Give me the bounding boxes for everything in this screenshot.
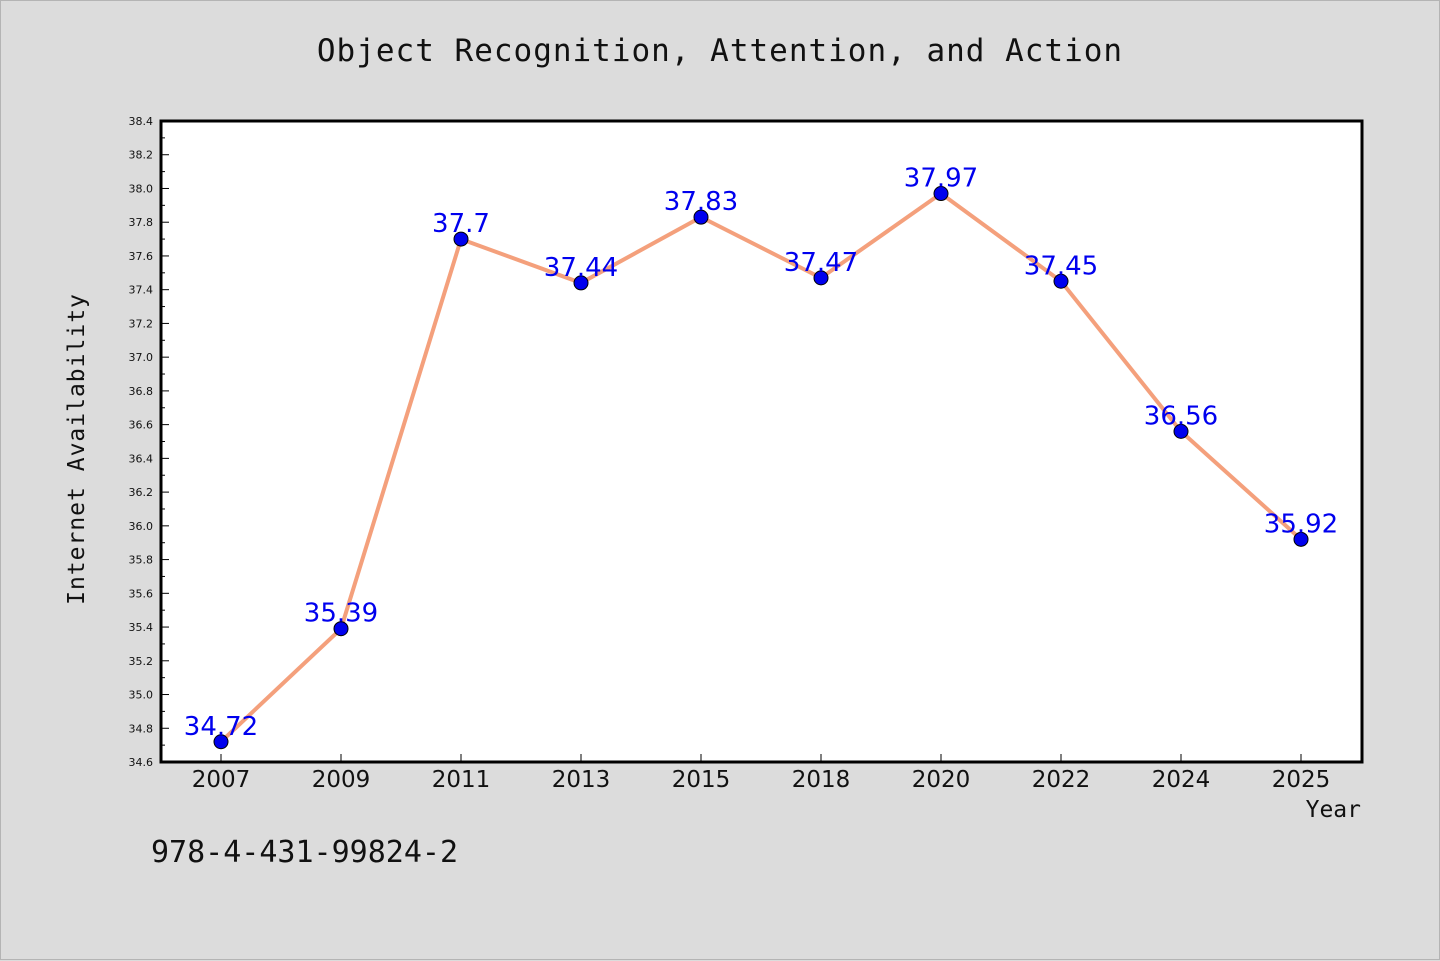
y-tick-label: 38.4 [129,115,154,128]
y-tick-label: 36.2 [129,486,154,499]
x-tick-label: 2011 [432,767,491,793]
y-tick-label: 36.8 [129,385,154,398]
data-label: 35.39 [304,599,378,629]
series-line [219,191,1303,744]
plot-area [161,121,1362,762]
data-point [933,186,949,202]
y-tick-label: 35.0 [129,689,154,702]
y-tick-label: 37.8 [129,216,154,229]
x-tick-label: 2018 [792,767,851,793]
y-tick-label: 35.6 [129,587,154,600]
marker-layer [213,186,1309,750]
data-point [213,734,229,750]
isbn-text: 978-4-431-99824-2 [151,835,459,870]
data-label: 37.44 [544,253,618,283]
y-tick-label: 37.4 [129,284,154,297]
data-point [1053,273,1069,289]
x-tick-label: 2025 [1272,767,1331,793]
data-label: 34.72 [184,712,258,742]
y-tick-label: 35.4 [129,621,154,634]
y-tick-label: 37.6 [129,250,154,263]
x-tick-label: 2007 [192,767,251,793]
x-tick-label: 2024 [1152,767,1211,793]
y-tick-label: 35.8 [129,554,154,567]
x-tick-label: 2022 [1032,767,1091,793]
data-point [813,270,829,286]
data-label: 37.7 [432,209,490,239]
data-label: 37.83 [664,187,738,217]
x-tick-label: 2009 [312,767,371,793]
data-label: 36.56 [1144,401,1218,431]
y-tick-label: 36.6 [129,419,154,432]
data-point [333,621,349,637]
data-point [573,275,589,291]
y-tick-label: 36.0 [129,520,154,533]
y-tick-label: 38.0 [129,182,154,195]
x-axis-label: Year [1305,797,1361,823]
y-tick-label: 34.6 [129,756,154,769]
data-point [453,231,469,247]
data-point [1293,531,1309,547]
y-tick-label: 36.4 [129,452,154,465]
data-label: 37.97 [904,164,978,194]
y-tick-label: 38.2 [129,149,154,162]
series-line-layer [219,191,1303,744]
y-tick-label: 37.2 [129,317,154,330]
data-label: 35.92 [1264,509,1338,539]
data-label: 37.47 [784,248,858,278]
data-point [1173,423,1189,439]
chart-title: Object Recognition, Attention, and Actio… [316,33,1124,69]
y-tick-label: 34.8 [129,722,154,735]
y-tick-label: 37.0 [129,351,154,364]
data-label-layer: 34.72 35.39 37.7 37.44 37.83 37.47 37.97 37.45 3… [184,164,1338,742]
x-tick-label: 2020 [912,767,971,793]
axis-layer: 34.6 34.8 35.0 35.2 35.4 35.6 35.8 36.0 36.2 36.4… [129,115,1331,793]
x-tick-label: 2015 [672,767,731,793]
y-tick-label: 35.2 [129,655,154,668]
x-tick-label: 2013 [552,767,611,793]
data-point [693,209,709,225]
data-label: 37.45 [1024,251,1098,281]
plot-frame [159,119,1364,764]
